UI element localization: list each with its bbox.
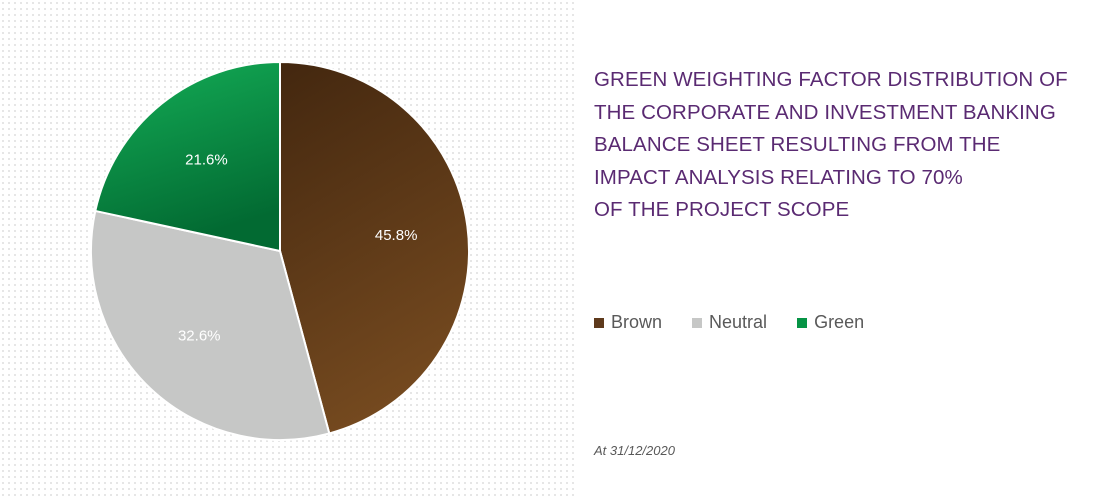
- pie-slice-labels: 45.8% 32.6% 21.6%: [178, 151, 417, 344]
- legend-item-green: Green: [797, 312, 864, 333]
- chart-legend: Brown Neutral Green: [594, 312, 894, 333]
- chart-title: GREEN WEIGHTING FACTOR DISTRIBUTION OF T…: [594, 64, 1104, 227]
- pie-chart: 45.8% 32.6% 21.6%: [90, 61, 470, 441]
- pie-slice-green: [94, 61, 281, 252]
- legend-item-neutral: Neutral: [692, 312, 767, 333]
- legend-swatch-green: [797, 317, 808, 328]
- chart-title-line: BALANCE SHEET RESULTING FROM THE: [594, 133, 1001, 156]
- pie-slice-brown: [279, 61, 470, 435]
- legend-label-brown: Brown: [611, 312, 663, 332]
- chart-plot-area: 45.8% 32.6% 21.6%: [0, 0, 575, 500]
- legend-item-brown: Brown: [594, 312, 662, 333]
- legend-swatch-neutral: [692, 317, 703, 328]
- pie-label-brown: 45.8%: [375, 227, 418, 244]
- chart-title-line: THE CORPORATE AND INVESTMENT BANKING: [594, 100, 1056, 124]
- pie-label-green: 21.6%: [185, 151, 228, 168]
- pie-slice-neutral: [90, 209, 331, 441]
- pie-label-neutral: 32.6%: [178, 327, 221, 344]
- chart-title-line: GREEN WEIGHTING FACTOR DISTRIBUTION OF: [594, 68, 1068, 91]
- legend-label-green: Green: [814, 312, 865, 332]
- legend-label-neutral: Neutral: [709, 312, 768, 332]
- pie-slices: [90, 61, 470, 441]
- chart-title-line: OF THE PROJECT SCOPE: [594, 198, 850, 221]
- chart-title-line: IMPACT ANALYSIS RELATING TO 70%: [594, 165, 963, 189]
- chart-footnote: At 31/12/2020: [594, 443, 675, 458]
- legend-swatch-brown: [594, 317, 604, 328]
